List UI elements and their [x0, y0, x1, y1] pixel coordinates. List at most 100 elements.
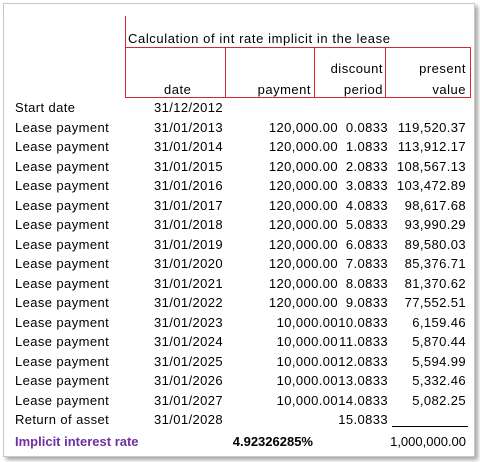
row-present-value: 119,520.37 — [397, 119, 466, 135]
header-pv-line1: present — [419, 61, 466, 76]
row-date: 31/01/2013 — [154, 119, 224, 135]
grid-line-payment-period — [314, 47, 315, 97]
row-period: 0.0833 — [345, 119, 388, 135]
row-present-value: 5,332.46 — [412, 373, 466, 388]
header-pv-line2: value — [432, 82, 466, 97]
row-payment: 120,000.00 — [268, 158, 338, 174]
table-row: Lease payment 31/01/2016 120,000.00 3.08… — [4, 178, 474, 198]
row-period: 3.0833 — [345, 178, 388, 193]
row-label: Start date — [15, 100, 76, 115]
row-payment: 10,000.00 — [276, 334, 338, 349]
grid-line-right — [470, 47, 471, 97]
header-payment: payment — [257, 82, 311, 97]
row-payment: 10,000.00 — [276, 392, 338, 408]
row-present-value: 93,990.29 — [404, 217, 466, 232]
row-label: Lease payment — [15, 178, 110, 193]
row-date: 31/01/2019 — [154, 236, 224, 252]
row-period: 12.0833 — [338, 353, 388, 369]
row-label: Lease payment — [15, 353, 110, 369]
row-payment: 120,000.00 — [268, 139, 338, 154]
row-date: 31/01/2015 — [154, 158, 224, 174]
row-payment: 120,000.00 — [268, 119, 338, 135]
row-present-value: 6,159.46 — [412, 314, 466, 330]
row-payment: 120,000.00 — [268, 197, 338, 213]
total-underline — [392, 426, 468, 427]
table-row: Lease payment 31/01/2019 120,000.00 6.08… — [4, 237, 474, 257]
worksheet: Calculation of int rate implicit in the … — [4, 4, 474, 456]
row-present-value: 77,552.51 — [404, 295, 466, 310]
table-row: Lease payment 31/01/2024 10,000.00 11.08… — [4, 334, 474, 354]
grid-line-top — [125, 47, 471, 48]
table-row: Lease payment 31/01/2017 120,000.00 4.08… — [4, 198, 474, 218]
row-present-value: 5,594.99 — [412, 353, 466, 369]
header-date: date — [164, 82, 192, 97]
header-period-line1: discount — [330, 61, 383, 76]
implicit-rate-value: 4.92326285% — [232, 434, 313, 449]
row-present-value: 103,472.89 — [396, 178, 466, 193]
row-label: Lease payment — [15, 236, 110, 252]
grid-line-period-pv — [385, 47, 386, 97]
table-row: Lease payment 31/01/2022 120,000.00 9.08… — [4, 295, 474, 315]
grid-line-date-payment — [225, 47, 226, 97]
table-row: Lease payment 31/01/2014 120,000.00 1.08… — [4, 139, 474, 159]
row-present-value: 108,567.13 — [396, 158, 466, 174]
row-label: Lease payment — [15, 295, 110, 310]
row-label: Return of asset — [15, 412, 110, 427]
row-payment: 10,000.00 — [276, 373, 338, 388]
table-row: Return of asset 31/01/2028 15.0833 — [4, 412, 474, 432]
row-label: Lease payment — [15, 392, 110, 408]
table-row: Lease payment 31/01/2015 120,000.00 2.08… — [4, 159, 474, 179]
table-title: Calculation of int rate implicit in the … — [128, 31, 391, 46]
row-date: 31/01/2021 — [154, 275, 224, 291]
row-date: 31/01/2025 — [154, 353, 224, 369]
row-date: 31/01/2024 — [154, 334, 224, 349]
row-payment: 10,000.00 — [276, 353, 338, 369]
row-date: 31/01/2028 — [154, 412, 224, 427]
row-label: Lease payment — [15, 256, 110, 271]
row-period: 11.0833 — [339, 334, 388, 349]
row-date: 31/01/2016 — [154, 178, 224, 193]
row-period: 15.0833 — [338, 412, 388, 427]
row-period: 10.0833 — [338, 314, 388, 330]
table-row: Lease payment 31/01/2013 120,000.00 0.08… — [4, 120, 474, 140]
row-label: Lease payment — [15, 158, 110, 174]
row-label: Lease payment — [15, 119, 110, 135]
row-present-value: 5,082.25 — [412, 392, 466, 408]
row-date: 31/01/2027 — [154, 392, 224, 408]
row-period: 9.0833 — [345, 295, 388, 310]
row-period: 14.0833 — [338, 392, 388, 408]
row-date: 31/01/2020 — [154, 256, 224, 271]
row-payment: 10,000.00 — [276, 314, 338, 330]
row-label: Lease payment — [15, 334, 110, 349]
row-period: 8.0833 — [345, 275, 388, 291]
present-value-total: 1,000,000.00 — [390, 434, 466, 449]
row-payment: 120,000.00 — [268, 295, 338, 310]
row-payment: 120,000.00 — [268, 275, 338, 291]
row-label: Lease payment — [15, 275, 110, 291]
row-payment: 120,000.00 — [268, 217, 338, 232]
row-date: 31/01/2022 — [154, 295, 224, 310]
row-period: 2.0833 — [345, 158, 388, 174]
row-present-value: 113,912.17 — [397, 139, 466, 154]
grid-line-left — [125, 16, 126, 97]
row-present-value: 89,580.03 — [404, 236, 466, 252]
row-period: 1.0833 — [345, 139, 388, 154]
spreadsheet-card: Calculation of int rate implicit in the … — [3, 3, 475, 457]
table-row: Lease payment 31/01/2026 10,000.00 13.08… — [4, 373, 474, 393]
row-label: Lease payment — [15, 139, 110, 154]
table-row: Lease payment 31/01/2023 10,000.00 10.08… — [4, 315, 474, 335]
row-date: 31/01/2026 — [154, 373, 224, 388]
row-present-value: 98,617.68 — [404, 197, 466, 213]
grid-line-header-bottom — [125, 97, 471, 98]
row-date: 31/01/2018 — [154, 217, 224, 232]
row-period: 6.0833 — [345, 236, 388, 252]
row-label: Lease payment — [15, 373, 110, 388]
row-label: Lease payment — [15, 314, 110, 330]
row-label: Lease payment — [15, 197, 110, 213]
table-row: Lease payment 31/01/2021 120,000.00 8.08… — [4, 276, 474, 296]
row-date: 31/01/2023 — [154, 314, 224, 330]
row-date: 31/01/2014 — [154, 139, 224, 154]
row-payment: 120,000.00 — [268, 236, 338, 252]
implicit-rate-label: Implicit interest rate — [15, 434, 139, 449]
row-present-value: 81,370.62 — [404, 275, 466, 291]
